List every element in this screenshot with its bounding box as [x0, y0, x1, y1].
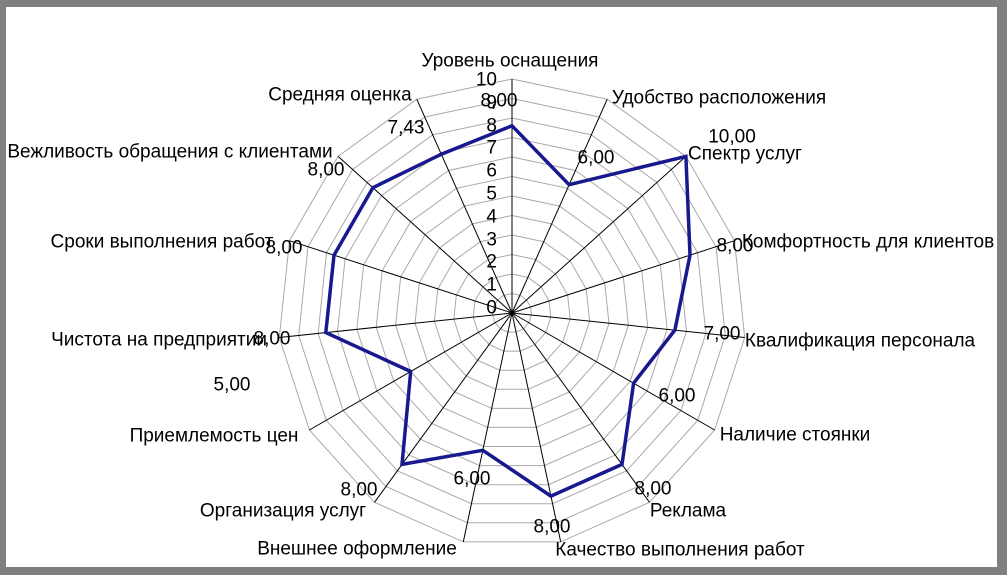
- tick-label: 7: [486, 138, 497, 159]
- value-label: 6,00: [578, 148, 615, 169]
- category-labels: Уровень оснащения Удобство расположения Сп…: [7, 51, 994, 561]
- radar-spokes: [279, 79, 745, 543]
- value-label: 8,00: [254, 329, 291, 350]
- category-label: Квалификация персонала: [745, 331, 976, 352]
- grid-ring: [433, 234, 591, 390]
- category-label: Удобство расположения: [612, 88, 826, 109]
- radar-series: [323, 123, 692, 499]
- value-label: 8,00: [717, 236, 754, 257]
- grid-ring: [356, 156, 668, 467]
- category-label: Наличие стоянки: [720, 425, 871, 446]
- value-labels: 8,00 6,00 10,00 8,00 7,00 6,00 8,00 8,00 6,00 8,0…: [214, 91, 756, 538]
- value-label: 6,00: [659, 386, 696, 407]
- axis-spoke: [511, 312, 715, 431]
- grid-ring: [278, 78, 746, 543]
- value-label: 7,43: [388, 118, 425, 139]
- value-label: 10,00: [708, 127, 756, 148]
- category-label: Сроки выполнения работ: [51, 232, 274, 253]
- axis-spoke: [337, 156, 513, 314]
- grid-ring: [375, 175, 649, 447]
- grid-ring: [395, 195, 629, 428]
- grid-ring: [453, 253, 571, 371]
- axis-spoke: [462, 312, 513, 543]
- tick-label: 6: [486, 161, 497, 182]
- value-label: 7,00: [704, 324, 741, 345]
- tick-label: 1: [486, 275, 497, 296]
- category-label: Внешнее оформление: [257, 539, 457, 560]
- tick-label: 4: [486, 207, 497, 228]
- value-label: 8,00: [341, 480, 378, 501]
- axis-spoke: [511, 312, 650, 503]
- tick-label: 9: [486, 93, 497, 114]
- tick-label: 2: [486, 252, 497, 273]
- value-label: 8,00: [635, 479, 672, 500]
- value-label: 8,00: [534, 517, 571, 538]
- category-label: Чистота на предприятии: [51, 330, 267, 351]
- value-label: 8,00: [481, 91, 518, 112]
- category-label: Реклама: [650, 501, 727, 522]
- tick-label: 8: [486, 116, 497, 137]
- grid-ring: [414, 214, 610, 409]
- axis-spoke: [289, 240, 513, 314]
- category-label: Уровень оснащения: [422, 51, 599, 72]
- category-label: Комфортность для клиентов: [742, 232, 994, 253]
- axis-spoke: [374, 312, 513, 503]
- value-label: 6,00: [454, 469, 491, 490]
- value-label: 8,00: [266, 238, 303, 259]
- tick-label: 3: [486, 230, 497, 251]
- category-label: Организация услуг: [200, 501, 366, 522]
- category-label: Спектр услуг: [688, 144, 802, 165]
- tick-label: 5: [486, 184, 497, 205]
- axis-spoke: [511, 156, 687, 314]
- axis-spoke: [511, 312, 562, 543]
- category-label: Качество выполнения работ: [555, 540, 805, 561]
- category-label: Приемлемость цен: [130, 426, 299, 447]
- grid-ring: [336, 136, 688, 486]
- axis-spoke: [511, 98, 608, 314]
- series-polygon: [323, 123, 692, 499]
- grid-ring: [472, 273, 552, 352]
- axis-spoke: [416, 98, 513, 314]
- axis-spoke: [511, 240, 735, 314]
- axis-spoke: [511, 312, 745, 338]
- value-label: 8,00: [308, 160, 345, 181]
- category-label: Вежливость обращения с клиентами: [7, 142, 332, 163]
- category-label: Средняя оценка: [268, 85, 412, 106]
- axis-spoke: [279, 312, 513, 338]
- tick-label: 10: [476, 70, 497, 91]
- grid-ring: [298, 97, 726, 524]
- radar-grid-rings: [278, 78, 746, 543]
- grid-ring: [492, 292, 532, 333]
- grid-ring: [317, 117, 707, 505]
- tick-label: 0: [486, 298, 497, 319]
- value-label: 5,00: [214, 375, 251, 396]
